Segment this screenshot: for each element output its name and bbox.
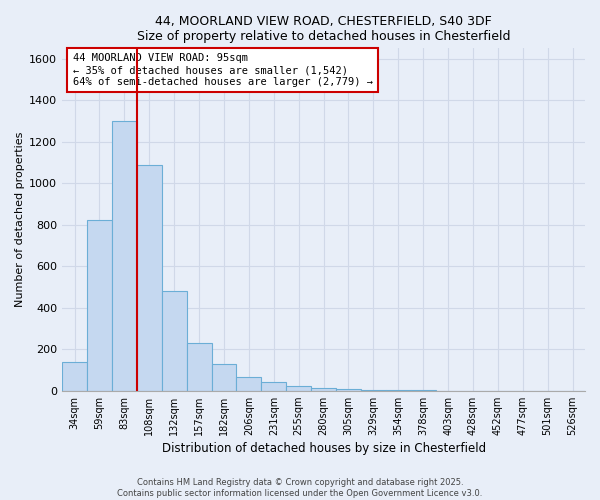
Bar	[112, 121, 137, 390]
Title: 44, MOORLAND VIEW ROAD, CHESTERFIELD, S40 3DF
Size of property relative to detac: 44, MOORLAND VIEW ROAD, CHESTERFIELD, S4…	[137, 15, 511, 43]
Bar	[87, 220, 112, 390]
Bar	[187, 343, 212, 390]
Bar	[262, 382, 286, 390]
Bar	[311, 388, 336, 390]
Bar	[62, 362, 87, 390]
Y-axis label: Number of detached properties: Number of detached properties	[15, 132, 25, 307]
X-axis label: Distribution of detached houses by size in Chesterfield: Distribution of detached houses by size …	[161, 442, 485, 455]
Bar	[162, 291, 187, 390]
Bar	[286, 386, 311, 390]
Text: 44 MOORLAND VIEW ROAD: 95sqm
← 35% of detached houses are smaller (1,542)
64% of: 44 MOORLAND VIEW ROAD: 95sqm ← 35% of de…	[73, 54, 373, 86]
Bar	[212, 364, 236, 390]
Text: Contains HM Land Registry data © Crown copyright and database right 2025.
Contai: Contains HM Land Registry data © Crown c…	[118, 478, 482, 498]
Bar	[236, 377, 262, 390]
Bar	[336, 389, 361, 390]
Bar	[137, 164, 162, 390]
